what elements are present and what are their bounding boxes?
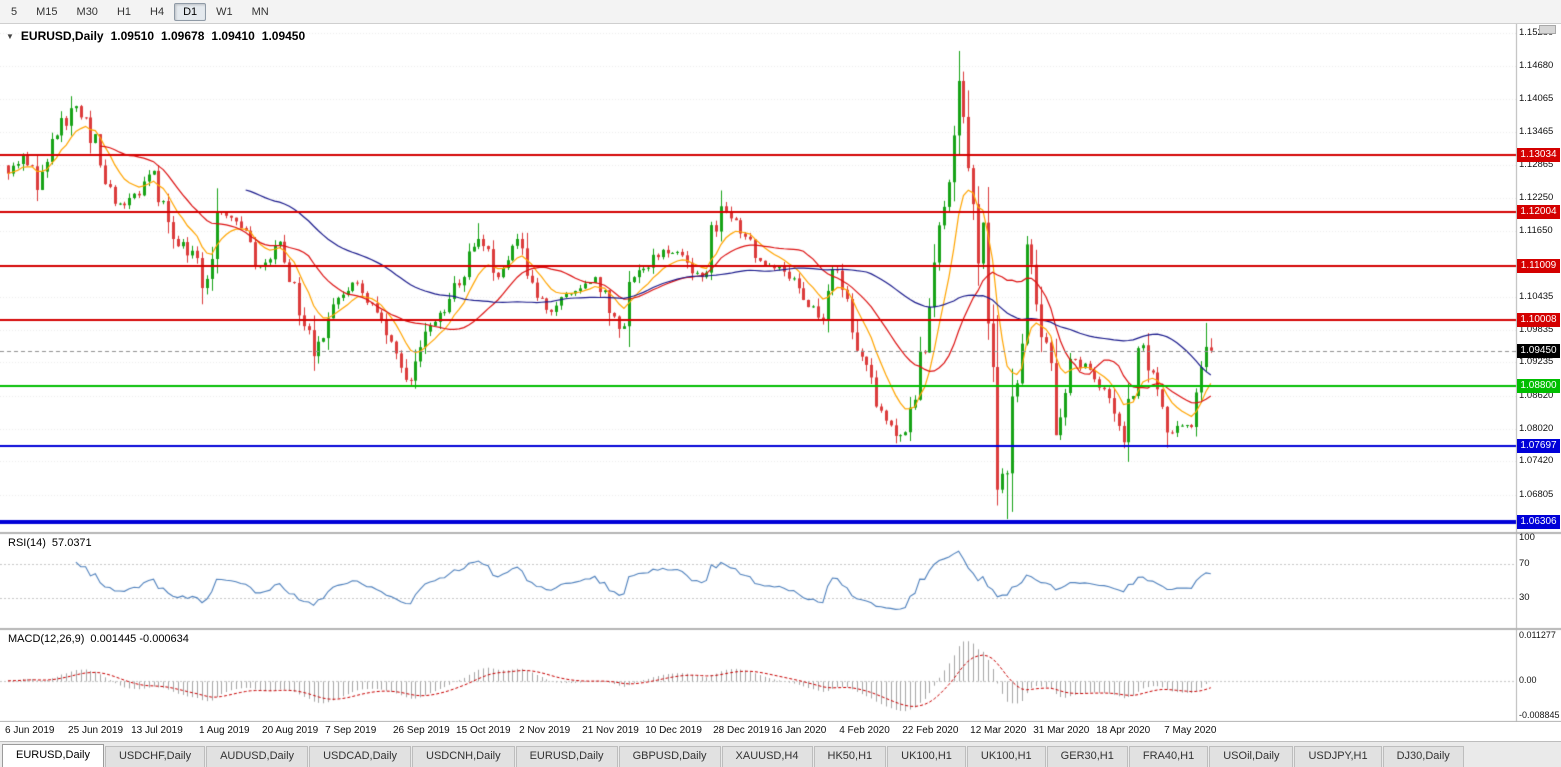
chart-tab-eurusd-daily[interactable]: EURUSD,Daily [2,744,104,767]
price-tick: 1.14065 [1519,93,1554,105]
date-label: 7 Sep 2019 [325,725,377,736]
price-tick: 1.15280 [1519,27,1554,38]
price-axis[interactable]: 1.15280 1.14680 1.14065 1.13465 1.12865 1.122… [1516,24,1561,722]
chart-tab-gbpusd-daily[interactable]: GBPUSD,Daily [618,746,721,767]
chart-canvas[interactable] [0,24,1561,722]
date-label: 2 Nov 2019 [519,725,571,736]
date-label: 25 Jun 2019 [68,725,124,736]
rsi-axis-tick: 30 [1519,592,1530,604]
collapse-ohlc-icon[interactable]: ▼ [6,31,14,41]
price-tick: 1.10435 [1519,291,1554,303]
chart-tabs-bar: EURUSD,Daily USDCHF,Daily AUDUSD,Daily USDC… [0,741,1561,767]
price-tick: 1.08020 [1519,422,1554,434]
macd-axis-tick: 0.011277 [1519,630,1556,640]
chart-tab-dj30-daily[interactable]: DJ30,Daily [1382,746,1464,767]
date-label: 15 Oct 2019 [456,725,511,736]
date-label: 18 Apr 2020 [1096,725,1151,736]
price-tick: 1.11650 [1519,224,1553,236]
chart-area[interactable]: ▼ EURUSD,Daily 1.09510 1.09678 1.09410 1… [0,24,1561,722]
axis-top-button[interactable] [1539,25,1556,34]
price-tick: 1.07420 [1519,455,1554,467]
hline-price-badge: 1.06306 [1517,515,1560,530]
hline-price-badge: 1.07697 [1517,439,1560,454]
current-price-badge: 1.09450 [1517,343,1560,358]
date-label: 26 Sep 2019 [393,725,450,736]
date-label: 13 Jul 2019 [131,725,183,736]
chart-tab-usdjpy-h1[interactable]: USDJPY,H1 [1294,746,1382,767]
chart-tab-usdchf-daily[interactable]: USDCHF,Daily [104,746,206,767]
chart-tab-uk100-h1[interactable]: UK100,H1 [887,746,966,767]
timeframe-button-5[interactable]: 5 [11,5,18,18]
chart-tab-uk100-h1[interactable]: UK100,H1 [966,746,1046,767]
price-tick: 1.08620 [1519,389,1554,401]
date-label: 6 Jun 2019 [5,725,55,736]
date-label: 4 Feb 2020 [839,725,890,736]
date-axis[interactable]: 6 Jun 2019 25 Jun 2019 13 Jul 2019 1 Aug 20… [0,722,1516,741]
date-label: 21 Nov 2019 [582,725,639,736]
hline-price-badge: 1.13034 [1517,148,1560,163]
date-label: 1 Aug 2019 [199,725,250,736]
rsi-axis-tick: 70 [1519,557,1530,569]
timeframe-button-h4[interactable]: H4 [150,5,165,18]
date-label: 12 Mar 2020 [970,725,1027,736]
chart-tab-fra40-h1[interactable]: FRA40,H1 [1128,746,1209,767]
hline-price-badge: 1.12004 [1517,204,1560,219]
date-label: 28 Dec 2019 [713,725,770,736]
timeframe-button-mn[interactable]: MN [251,5,269,18]
timeframe-button-w1[interactable]: W1 [216,5,233,18]
rsi-axis-tick: 100 [1519,532,1535,543]
chart-tab-audusd-daily[interactable]: AUDUSD,Daily [206,746,309,767]
timeframe-toolbar: 5 M15 M30 H1 H4 D1 W1 MN [0,0,1561,24]
chart-tab-ger30-h1[interactable]: GER30,H1 [1046,746,1128,767]
price-tick: 1.06805 [1519,488,1554,500]
price-tick: 1.14680 [1519,59,1554,71]
timeframe-button-m30[interactable]: M30 [76,5,98,18]
date-label: 16 Jan 2020 [771,725,827,736]
price-tick: 1.12250 [1519,192,1554,204]
chart-tab-usdcnh-daily[interactable]: USDCNH,Daily [412,746,515,767]
date-label: 10 Dec 2019 [645,725,702,736]
hline-price-badge: 1.08800 [1517,379,1560,394]
chart-tab-hk50-h1[interactable]: HK50,H1 [813,746,887,767]
hline-price-badge: 1.10008 [1517,313,1560,328]
price-tick: 1.09235 [1519,356,1554,368]
macd-axis-tick: 0.00 [1519,674,1537,685]
date-label: 20 Aug 2019 [262,725,319,736]
date-label: 7 May 2020 [1164,725,1217,736]
price-tick: 1.13465 [1519,125,1554,137]
timeframe-button-h1[interactable]: H1 [116,5,131,18]
hline-price-badge: 1.11009 [1517,258,1560,273]
timeframe-button-d1[interactable]: D1 [174,2,207,21]
timeframe-button-m15[interactable]: M15 [36,5,58,18]
price-tick: 1.12865 [1519,158,1554,170]
date-label: 31 Mar 2020 [1033,725,1090,736]
chart-tab-xauusd-h4[interactable]: XAUUSD,H4 [721,746,813,767]
chart-tab-eurusd-daily[interactable]: EURUSD,Daily [515,746,618,767]
macd-axis-tick: -0.008845 [1519,710,1560,720]
chart-tab-usoil-daily[interactable]: USOil,Daily [1209,746,1294,767]
price-tick: 1.09835 [1519,323,1554,335]
chart-tab-usdcad-daily[interactable]: USDCAD,Daily [309,746,412,767]
date-label: 22 Feb 2020 [902,725,959,736]
